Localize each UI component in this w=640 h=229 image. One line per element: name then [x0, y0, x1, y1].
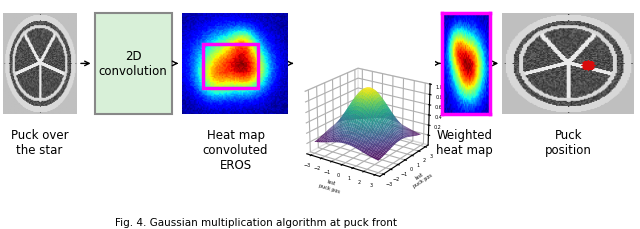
Text: Gaussian
multiplication: Gaussian multiplication [318, 128, 399, 156]
Text: Puck
position: Puck position [545, 128, 592, 156]
Text: Puck over
the star: Puck over the star [11, 128, 68, 156]
Y-axis label: last
puck pos: last puck pos [409, 168, 433, 188]
Text: Fig. 4. Gaussian multiplication algorithm at puck front: Fig. 4. Gaussian multiplication algorith… [115, 217, 397, 227]
Text: Heat map
convoluted
EROS: Heat map convoluted EROS [203, 128, 268, 171]
Bar [203, 45, 259, 89]
Text: 2D
convolution: 2D convolution [99, 50, 168, 78]
Bar [95, 14, 172, 114]
Text: Weighted
heat map: Weighted heat map [436, 128, 493, 156]
X-axis label: last
puck pos: last puck pos [319, 177, 342, 194]
